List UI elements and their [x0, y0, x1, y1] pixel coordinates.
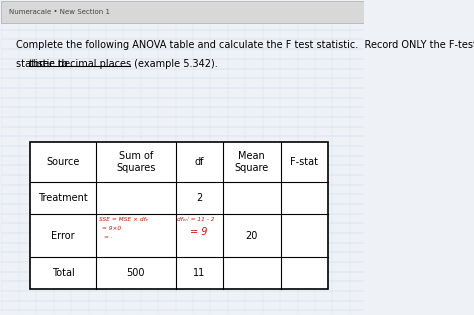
Text: = 9×0: = 9×0: [102, 226, 121, 231]
Text: Treatment: Treatment: [38, 193, 88, 203]
Text: Complete the following ANOVA table and calculate the F test statistic.  Record O: Complete the following ANOVA table and c…: [16, 40, 474, 50]
Text: SSE = MSE × dfₑ: SSE = MSE × dfₑ: [99, 217, 148, 222]
Text: 11: 11: [193, 268, 205, 278]
Text: Error: Error: [51, 231, 75, 241]
Text: dfₑₙⁱ = 11 - 2: dfₑₙⁱ = 11 - 2: [177, 217, 215, 222]
Text: statistic to: statistic to: [16, 59, 71, 69]
Text: 500: 500: [127, 268, 145, 278]
Text: Mean
Square: Mean Square: [235, 151, 269, 173]
Text: 20: 20: [246, 231, 258, 241]
Text: three decimal places: three decimal places: [29, 59, 131, 69]
Text: Total: Total: [52, 268, 74, 278]
Text: (example 5.342).: (example 5.342).: [131, 59, 218, 69]
Text: df: df: [194, 157, 204, 167]
Text: Sum of
Squares: Sum of Squares: [116, 151, 155, 173]
Text: = 9: = 9: [191, 227, 208, 238]
Text: F-stat: F-stat: [291, 157, 319, 167]
Text: Source: Source: [46, 157, 80, 167]
Bar: [1, 1, 365, 23]
Text: 2: 2: [196, 193, 202, 203]
Text: = ·: = ·: [104, 235, 113, 240]
Text: Numeracale • New Section 1: Numeracale • New Section 1: [9, 9, 109, 15]
Bar: [30, 142, 328, 289]
